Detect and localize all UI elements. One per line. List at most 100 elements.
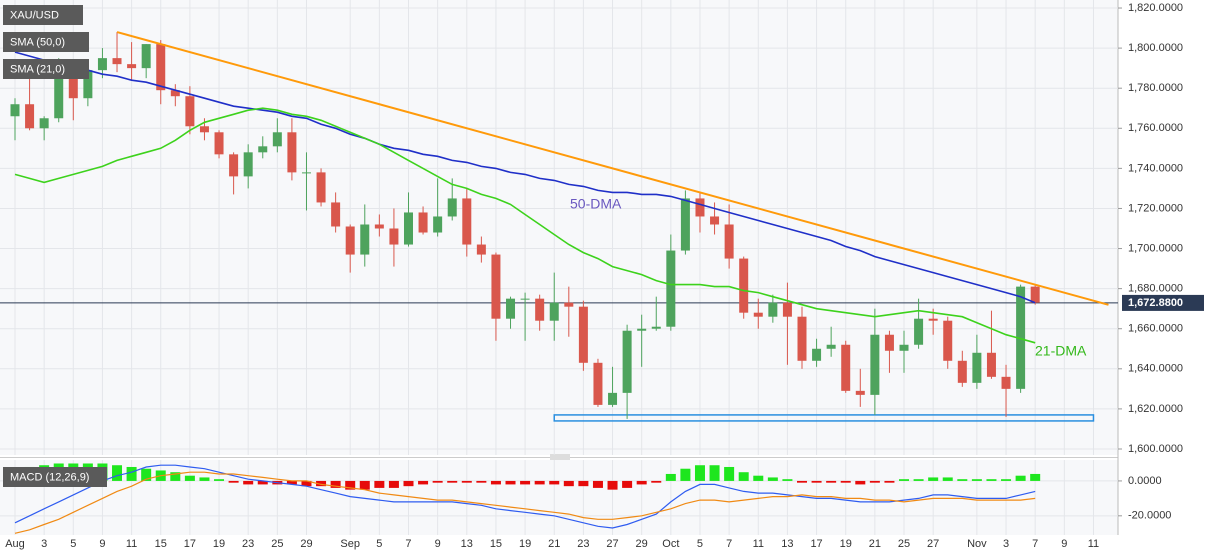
histogram-bar [738,472,749,481]
histogram-bar [782,479,793,481]
histogram-bar [549,480,560,485]
legend-box [3,5,83,25]
x-tick-label: Aug [5,538,25,550]
candle-body [462,198,472,245]
macd-panel [0,460,1118,535]
candle-body [943,320,953,361]
y-tick-label: 1,660.0000 [1128,323,1183,335]
legend-box [3,32,89,52]
macd-line [14,471,1036,534]
histogram-bar [476,480,487,483]
histogram-bar [869,480,880,483]
candle-body [403,212,413,245]
candle-body [520,298,530,300]
histogram-bar [694,465,705,481]
candle-body [229,154,239,177]
x-tick-label: 17 [184,538,196,550]
histogram-bar [228,480,239,483]
candle-body [666,250,676,327]
x-tick-label: 21 [548,538,560,550]
histogram-bar [1001,479,1012,481]
candle-body [214,132,224,155]
histogram-bar [811,480,822,483]
x-tick-label: 9 [99,538,105,550]
candle-body [374,224,384,229]
candle-body [914,318,924,345]
x-tick-label: 19 [840,538,852,550]
y-tick-label: 1,680.0000 [1128,283,1183,295]
histogram-bar [767,477,778,481]
y-tick-label: 1,760.0000 [1128,122,1183,134]
x-tick-label: 11 [126,538,137,550]
candle-body [637,328,647,331]
candle-body [433,216,443,233]
candle-body [608,392,618,405]
candle-body [10,104,20,117]
histogram-bar [942,477,953,481]
candle-body [25,104,35,129]
y-tick-label: 1,720.0000 [1128,202,1183,214]
x-tick-label: 7 [726,538,732,550]
histogram-bar [796,480,807,483]
annotation: 50-DMA [570,196,622,212]
histogram-bar [1015,475,1026,481]
candle-body [564,302,574,307]
x-tick-label: 5 [697,538,703,550]
x-tick-label: Oct [662,538,679,550]
histogram-bar [636,480,647,485]
legend-label: SMA (50,0) [10,36,65,48]
candle-body [724,224,734,259]
x-tick-label: 29 [636,538,648,550]
histogram-bar [607,480,618,490]
candle-body [578,306,588,363]
x-tick-label: 21 [869,538,881,550]
candle-body [83,70,93,99]
y-tick-label: 1,780.0000 [1128,82,1183,94]
candle-body [826,344,836,349]
histogram-bar [622,480,633,488]
x-tick-label: 13 [781,538,793,550]
candle-body [593,362,603,405]
x-tick-label: 29 [300,538,312,550]
candle-body [797,316,807,361]
candle-body [535,298,545,321]
candle-body [884,334,894,351]
histogram-bar [286,480,297,485]
candle-body [1016,286,1026,389]
histogram-bar [316,480,327,487]
candle-body [54,66,64,119]
histogram-bar [447,480,458,483]
trend-line [116,31,1109,306]
histogram-bar [199,477,210,481]
legend-box [3,59,89,79]
candle-body [491,254,501,319]
histogram-bar [243,480,254,485]
y-tick-label: 1,620.0000 [1128,403,1183,415]
candle-body [870,334,880,395]
x-tick-label: 9 [435,538,441,550]
histogram-bar [651,480,662,483]
histogram-bar [257,480,268,485]
x-tick-label: Nov [967,538,987,550]
candle-body [972,352,982,383]
candle-body [345,226,355,255]
legend-label: XAU/USD [10,9,59,21]
x-tick-label: 19 [213,538,225,550]
histogram-bar [345,480,356,490]
price-panel [0,0,1118,455]
x-tick-label: 5 [70,538,76,550]
histogram-bar [986,479,997,481]
histogram-bar [520,480,531,485]
candle-body [957,360,967,383]
y-tick-label: 1,700.0000 [1128,242,1183,254]
x-tick-label: Sep [340,538,360,550]
histogram-bar [709,465,720,481]
x-tick-label: 3 [41,538,47,550]
x-tick-label: 25 [898,538,910,550]
histogram-bar [665,473,676,481]
histogram-bar [403,480,414,487]
candle-body [199,126,209,133]
sma-line [14,51,1036,304]
legend-box [3,467,107,487]
